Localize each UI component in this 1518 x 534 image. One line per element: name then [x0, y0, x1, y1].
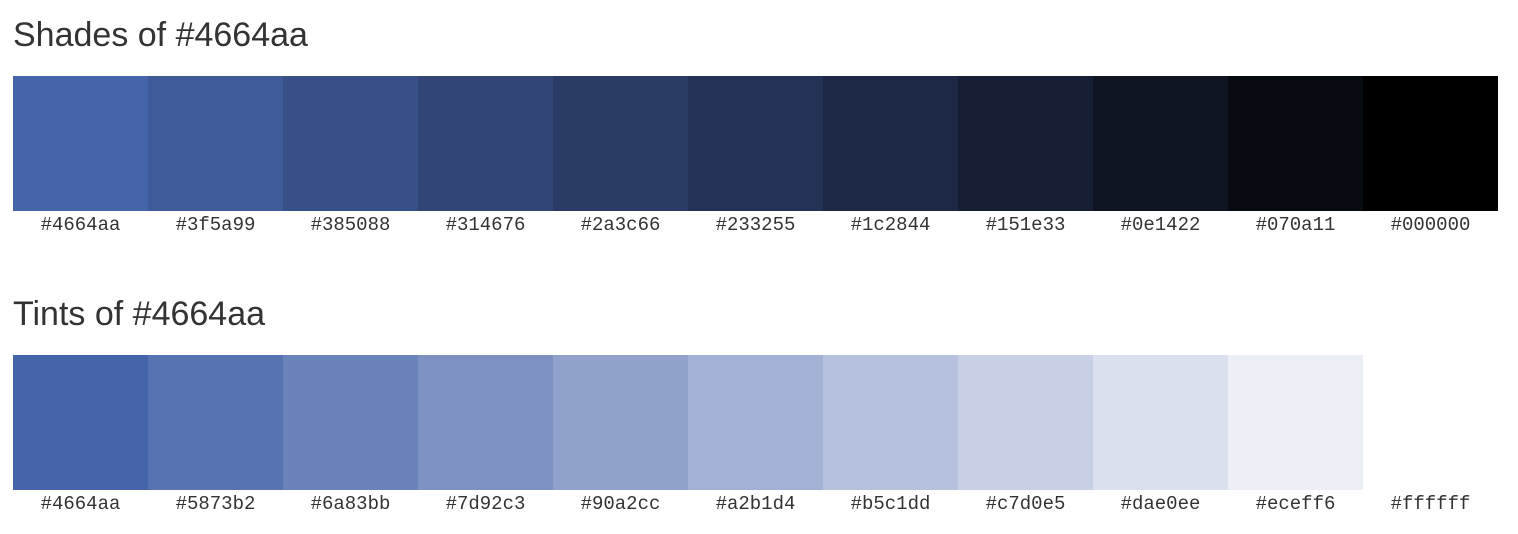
shades-swatch-row: #4664aa #3f5a99 #385088 #314676 #2a3c66 #2332…: [13, 76, 1498, 241]
color-swatch[interactable]: [418, 355, 553, 490]
tints-swatch-row: #4664aa #5873b2 #6a83bb #7d92c3 #90a2cc #a2b1…: [13, 355, 1498, 520]
color-swatch[interactable]: [13, 76, 148, 211]
tints-swatch[interactable]: #b5c1dd: [823, 355, 958, 520]
shades-swatch[interactable]: #385088: [283, 76, 418, 241]
color-swatch[interactable]: [283, 355, 418, 490]
color-swatch[interactable]: [553, 76, 688, 211]
tints-swatch[interactable]: #c7d0e5: [958, 355, 1093, 520]
color-swatch[interactable]: [148, 76, 283, 211]
hex-label: #070a11: [1255, 214, 1336, 236]
color-swatch[interactable]: [148, 355, 283, 490]
hex-label: #4664aa: [40, 493, 121, 515]
shades-swatch[interactable]: #070a11: [1228, 76, 1363, 241]
shades-section: Shades of #4664aa #4664aa #3f5a99 #385088 #…: [13, 0, 1498, 241]
hex-label: #2a3c66: [580, 214, 661, 236]
tints-swatch[interactable]: #ffffff: [1363, 355, 1498, 520]
shades-swatch[interactable]: #1c2844: [823, 76, 958, 241]
color-swatch[interactable]: [418, 76, 553, 211]
color-swatch[interactable]: [1363, 355, 1498, 490]
color-swatch[interactable]: [823, 355, 958, 490]
tints-title: Tints of #4664aa: [13, 295, 266, 333]
hex-label: #000000: [1390, 214, 1471, 236]
hex-label: #1c2844: [850, 214, 931, 236]
tints-swatch[interactable]: #5873b2: [148, 355, 283, 520]
hex-label: #c7d0e5: [985, 493, 1066, 515]
color-swatch[interactable]: [1228, 355, 1363, 490]
tints-swatch[interactable]: #eceff6: [1228, 355, 1363, 520]
hex-label: #0e1422: [1120, 214, 1201, 236]
tints-swatch[interactable]: #6a83bb: [283, 355, 418, 520]
tints-section: Tints of #4664aa #4664aa #5873b2 #6a83bb #7…: [13, 279, 1498, 520]
color-swatch[interactable]: [1093, 355, 1228, 490]
shades-swatch[interactable]: #314676: [418, 76, 553, 241]
color-swatch[interactable]: [688, 355, 823, 490]
hex-label: #a2b1d4: [715, 493, 796, 515]
color-swatch[interactable]: [1363, 76, 1498, 211]
shades-swatch[interactable]: #0e1422: [1093, 76, 1228, 241]
shades-swatch[interactable]: #3f5a99: [148, 76, 283, 241]
hex-label: #dae0ee: [1120, 493, 1201, 515]
hex-label: #233255: [715, 214, 796, 236]
tints-swatch[interactable]: #7d92c3: [418, 355, 553, 520]
shades-title: Shades of #4664aa: [13, 16, 308, 54]
shades-swatch[interactable]: #233255: [688, 76, 823, 241]
color-swatch[interactable]: [1093, 76, 1228, 211]
shades-swatch[interactable]: #4664aa: [13, 76, 148, 241]
hex-label: #b5c1dd: [850, 493, 931, 515]
color-swatch[interactable]: [13, 355, 148, 490]
hex-label: #eceff6: [1255, 493, 1336, 515]
color-swatch[interactable]: [553, 355, 688, 490]
shades-swatch[interactable]: #000000: [1363, 76, 1498, 241]
hex-label: #7d92c3: [445, 493, 526, 515]
hex-label: #6a83bb: [310, 493, 391, 515]
color-swatch[interactable]: [283, 76, 418, 211]
color-swatch[interactable]: [823, 76, 958, 211]
color-swatch[interactable]: [958, 76, 1093, 211]
hex-label: #4664aa: [40, 214, 121, 236]
shades-swatch[interactable]: #151e33: [958, 76, 1093, 241]
tints-swatch[interactable]: #dae0ee: [1093, 355, 1228, 520]
tints-swatch[interactable]: #90a2cc: [553, 355, 688, 520]
color-swatch[interactable]: [688, 76, 823, 211]
color-swatch[interactable]: [1228, 76, 1363, 211]
hex-label: #ffffff: [1390, 493, 1471, 515]
hex-label: #3f5a99: [175, 214, 256, 236]
color-swatch[interactable]: [958, 355, 1093, 490]
tints-swatch[interactable]: #a2b1d4: [688, 355, 823, 520]
hex-label: #90a2cc: [580, 493, 661, 515]
shades-swatch[interactable]: #2a3c66: [553, 76, 688, 241]
hex-label: #314676: [445, 214, 526, 236]
hex-label: #151e33: [985, 214, 1066, 236]
tints-swatch[interactable]: #4664aa: [13, 355, 148, 520]
hex-label: #385088: [310, 214, 391, 236]
hex-label: #5873b2: [175, 493, 256, 515]
